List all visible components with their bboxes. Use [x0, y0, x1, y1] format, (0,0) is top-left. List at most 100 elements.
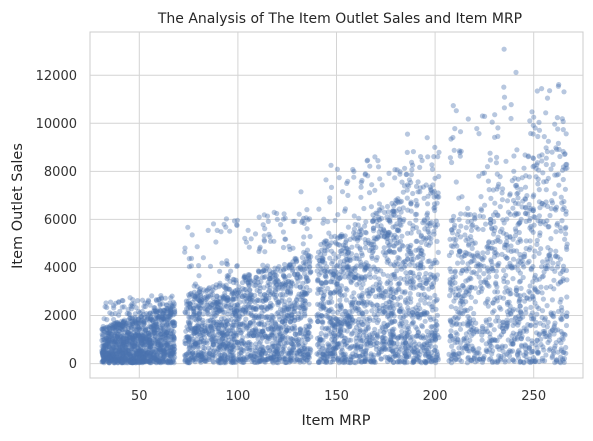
data-point	[154, 352, 160, 358]
data-point	[182, 338, 188, 344]
data-point	[539, 290, 545, 296]
data-point	[146, 358, 152, 365]
data-point	[253, 327, 259, 333]
data-point	[123, 321, 129, 327]
data-point	[119, 353, 126, 359]
data-point	[505, 337, 511, 343]
data-point	[303, 323, 309, 329]
data-point	[158, 346, 164, 352]
data-point	[353, 338, 359, 344]
data-point	[148, 343, 154, 349]
data-point	[114, 334, 120, 340]
data-point	[164, 306, 170, 312]
data-point	[508, 115, 514, 122]
data-point	[129, 322, 136, 328]
data-point	[117, 356, 123, 363]
data-point	[538, 284, 544, 290]
data-point	[518, 285, 524, 291]
data-point	[428, 187, 434, 193]
data-point	[404, 149, 410, 155]
data-point	[307, 349, 313, 356]
data-point	[378, 268, 384, 274]
data-point	[243, 316, 249, 322]
data-point	[347, 257, 353, 263]
data-point	[157, 302, 163, 308]
data-point	[384, 280, 390, 287]
data-point	[115, 320, 121, 327]
data-point	[122, 360, 128, 366]
data-point	[428, 264, 434, 270]
data-point	[395, 335, 401, 341]
data-point	[301, 359, 307, 365]
data-point	[277, 268, 284, 274]
data-point	[225, 261, 231, 268]
data-point	[303, 275, 309, 281]
data-point	[358, 184, 364, 190]
data-point	[451, 298, 457, 304]
data-point	[361, 277, 368, 283]
data-point	[345, 224, 351, 230]
data-point	[205, 227, 211, 233]
data-point	[109, 351, 115, 357]
data-point	[131, 358, 137, 364]
data-point	[114, 354, 120, 360]
data-point	[187, 301, 193, 307]
data-point	[453, 179, 459, 185]
data-point	[402, 330, 408, 336]
data-point	[361, 358, 367, 364]
data-point	[497, 204, 503, 210]
data-point	[289, 304, 295, 310]
data-point	[323, 274, 329, 280]
data-point	[128, 360, 135, 366]
data-point	[356, 333, 362, 339]
data-point	[164, 317, 170, 323]
data-point	[518, 316, 524, 322]
data-point	[372, 326, 378, 332]
data-point	[342, 321, 349, 327]
data-point	[410, 149, 416, 155]
data-point	[247, 292, 253, 298]
data-point	[556, 182, 562, 188]
data-point	[333, 241, 340, 247]
data-point	[347, 345, 353, 351]
data-point	[479, 332, 485, 338]
data-point	[373, 346, 379, 352]
data-point	[264, 213, 271, 219]
data-point	[215, 307, 221, 313]
data-point	[407, 220, 413, 226]
data-point	[335, 357, 341, 363]
data-point	[188, 263, 194, 269]
data-point	[408, 337, 414, 343]
data-point	[225, 274, 231, 280]
data-point	[243, 277, 249, 283]
data-point	[134, 351, 140, 357]
data-point	[488, 343, 495, 350]
data-point	[545, 175, 551, 181]
data-point	[123, 339, 129, 345]
data-point	[330, 346, 337, 352]
data-point	[318, 241, 324, 248]
data-point	[553, 229, 559, 235]
data-point	[381, 209, 388, 215]
data-point	[252, 292, 258, 298]
data-point	[399, 358, 405, 364]
data-point	[196, 263, 202, 269]
data-point	[256, 214, 262, 220]
data-point	[160, 301, 166, 307]
data-point	[332, 332, 338, 339]
data-point	[397, 264, 403, 270]
data-point	[409, 167, 415, 173]
data-point	[165, 358, 171, 364]
data-point	[365, 173, 371, 179]
data-point	[337, 259, 344, 265]
data-point	[114, 321, 120, 327]
data-point	[120, 346, 126, 352]
data-point	[363, 230, 369, 236]
data-point	[162, 295, 168, 301]
data-point	[157, 331, 164, 337]
data-point	[407, 290, 413, 297]
data-point	[408, 230, 414, 236]
data-point	[301, 234, 307, 240]
data-point	[404, 187, 410, 193]
data-point	[410, 190, 416, 197]
